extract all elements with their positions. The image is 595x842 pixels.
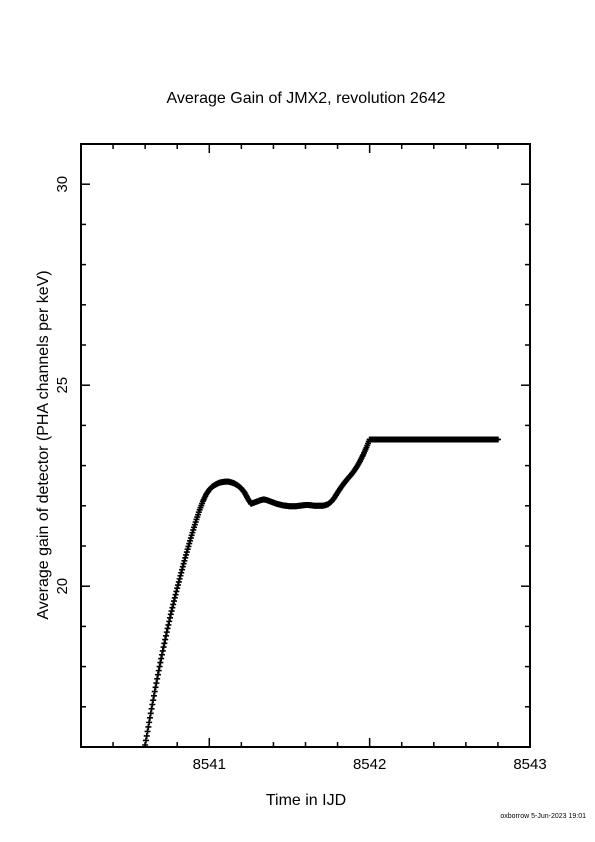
data-point: [178, 569, 185, 576]
data-point: [165, 621, 172, 628]
data-point: [183, 549, 190, 556]
data-series: [142, 436, 501, 748]
data-point: [153, 680, 160, 687]
data-point: [150, 692, 157, 699]
data-point: [164, 625, 171, 632]
data-point: [169, 604, 176, 611]
y-tick-label: 20: [54, 578, 71, 595]
data-point: [174, 585, 181, 592]
data-point: [161, 640, 168, 647]
data-point: [179, 563, 186, 570]
data-point: [152, 684, 159, 691]
data-point: [177, 572, 184, 579]
data-point: [172, 591, 179, 598]
data-point: [171, 594, 178, 601]
data-point: [151, 688, 158, 695]
data-point: [166, 618, 173, 625]
chart-title: Average Gain of JMX2, revolution 2642: [167, 90, 446, 107]
data-point: [148, 705, 155, 712]
data-point: [162, 632, 169, 639]
data-point: [157, 659, 164, 666]
data-point: [144, 728, 151, 735]
data-point: [149, 701, 156, 708]
data-point: [181, 557, 188, 564]
data-point: [494, 436, 501, 443]
data-point: [180, 560, 187, 567]
data-point: [179, 566, 186, 573]
y-axis-label: Average gain of detector (PHA channels p…: [35, 270, 52, 619]
x-tick-label: 8542: [353, 756, 386, 773]
data-point: [175, 578, 182, 585]
data-point: [185, 543, 192, 550]
data-point: [167, 611, 174, 618]
data-point: [163, 629, 170, 636]
axis-ticks: [80, 143, 531, 747]
data-point: [156, 663, 163, 670]
x-tick-label: 8541: [193, 756, 226, 773]
data-point: [142, 741, 149, 748]
data-point: [183, 551, 190, 558]
data-point: [146, 714, 153, 721]
data-point: [158, 655, 165, 662]
y-tick-label: 30: [54, 176, 71, 193]
data-point: [171, 598, 178, 605]
data-point: [150, 697, 157, 704]
data-point: [170, 601, 177, 608]
data-point: [146, 719, 153, 726]
x-tick-label: 8543: [513, 756, 546, 773]
data-point: [160, 644, 167, 651]
data-point: [162, 636, 169, 643]
data-point: [143, 732, 150, 739]
y-tick-label: 25: [54, 377, 71, 394]
data-point: [159, 647, 166, 654]
data-point: [158, 651, 165, 658]
data-point: [184, 546, 191, 553]
data-point: [154, 675, 161, 682]
data-point: [154, 671, 161, 678]
data-point: [182, 554, 189, 561]
data-point: [175, 582, 182, 589]
data-point: [186, 540, 193, 547]
data-point: [168, 608, 175, 615]
data-point: [142, 737, 149, 744]
data-point: [166, 614, 173, 621]
data-point: [173, 588, 180, 595]
data-point: [147, 710, 154, 717]
x-axis-label: Time in IJD: [266, 792, 346, 809]
axis-tick-labels: 8541 8542 8543 20 25 30: [54, 176, 547, 773]
plot-frame: [80, 143, 531, 748]
footer-stamp: oxborrow 5-Jun-2023 19:01: [500, 813, 586, 820]
data-point: [155, 667, 162, 674]
data-point: [176, 575, 183, 582]
data-point: [145, 723, 152, 730]
